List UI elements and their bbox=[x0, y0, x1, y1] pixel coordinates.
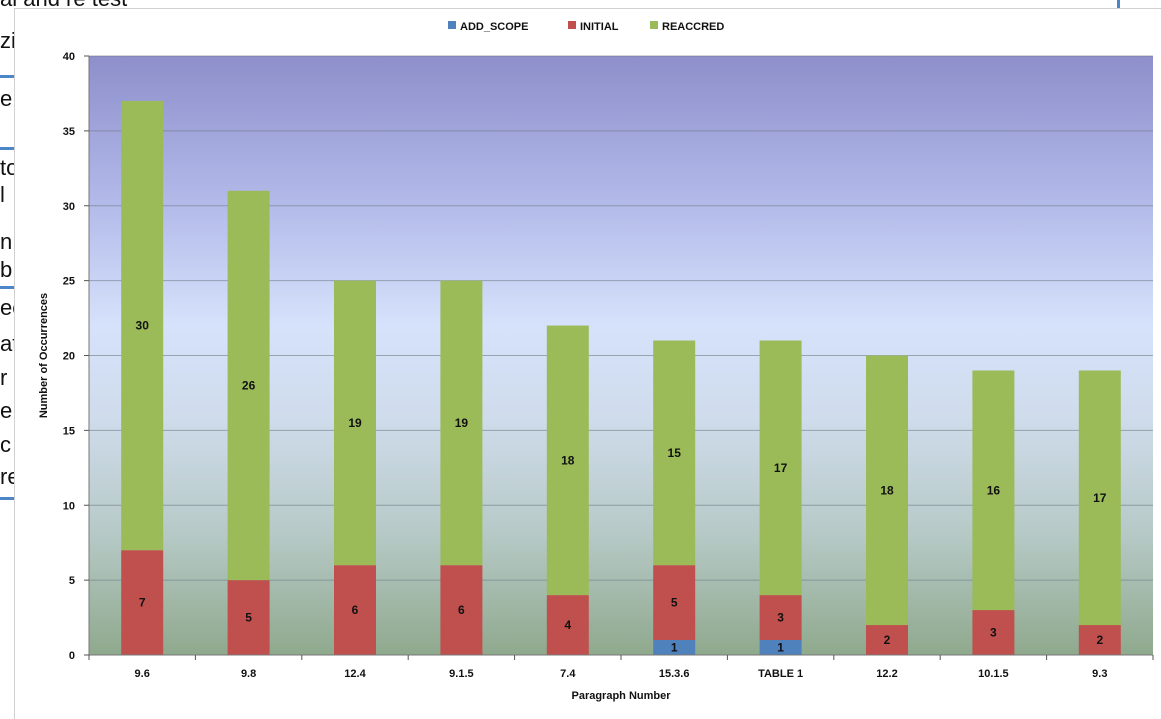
background-divider bbox=[0, 497, 14, 500]
background-text-line: r bbox=[0, 365, 8, 390]
data-label: 6 bbox=[352, 603, 359, 617]
data-label: 6 bbox=[458, 603, 465, 617]
bar-segment-reaccred bbox=[440, 280, 483, 566]
x-tick-label: 7.4 bbox=[560, 668, 576, 680]
bar-segment-reaccred bbox=[546, 325, 589, 596]
bar-segment-reaccred bbox=[121, 100, 164, 551]
bar-segment-initial bbox=[653, 565, 696, 641]
data-label: 18 bbox=[561, 453, 575, 467]
bar-segment-initial bbox=[334, 565, 376, 655]
data-label: 4 bbox=[564, 618, 571, 632]
background-text-line: zi bbox=[0, 28, 16, 53]
bar-segment-reaccred bbox=[1078, 370, 1121, 626]
x-tick-label: 15.3.6 bbox=[659, 668, 690, 680]
data-label: 1 bbox=[777, 641, 784, 655]
bar-segment-reaccred bbox=[334, 280, 376, 566]
x-tick-label: 9.6 bbox=[135, 668, 150, 680]
data-label: 26 bbox=[242, 378, 256, 392]
data-label: 15 bbox=[668, 446, 682, 460]
x-tick-label: 12.4 bbox=[344, 668, 366, 680]
data-label: 17 bbox=[1093, 491, 1107, 505]
bar-segment-initial bbox=[546, 595, 589, 655]
background-text-line: to bbox=[0, 155, 19, 180]
chart-legend: ADD_SCOPE INITIAL REACCRED bbox=[448, 21, 724, 33]
bar-segment-initial bbox=[227, 580, 270, 655]
bar-segment-reaccred bbox=[227, 190, 270, 581]
bar-segment-reaccred bbox=[653, 340, 696, 566]
bar-segment-initial bbox=[972, 610, 1015, 655]
x-tick-label: 12.2 bbox=[876, 668, 897, 680]
background-text-line: b bbox=[0, 257, 13, 282]
x-tick-label: 9.3 bbox=[1092, 668, 1107, 680]
legend-label: INITIAL bbox=[580, 21, 619, 33]
bar-segment-initial bbox=[1078, 625, 1121, 655]
background-text-line: al and re test bbox=[0, 0, 127, 10]
data-label: 5 bbox=[671, 596, 678, 610]
data-label: 30 bbox=[136, 319, 150, 333]
x-tick-label: 9.1.5 bbox=[449, 668, 473, 680]
data-label: 19 bbox=[348, 416, 362, 430]
data-label: 3 bbox=[777, 611, 784, 625]
y-tick-label: 15 bbox=[63, 425, 75, 437]
y-tick-label: 40 bbox=[63, 51, 75, 63]
bar-segment-initial bbox=[121, 550, 164, 655]
background-text-line: l bbox=[0, 182, 5, 207]
data-label: 3 bbox=[990, 626, 997, 640]
y-tick-label: 5 bbox=[69, 575, 75, 587]
background-text-line: at bbox=[0, 331, 19, 356]
background-text-line: e bbox=[0, 398, 13, 423]
data-label: 16 bbox=[987, 483, 1001, 497]
background-text-line: n bbox=[0, 229, 13, 254]
bar-segment-add-scope bbox=[759, 640, 802, 655]
bar-segment-reaccred bbox=[759, 340, 802, 596]
legend-swatch bbox=[650, 21, 658, 29]
y-tick-label: 0 bbox=[69, 650, 75, 662]
background-divider bbox=[1117, 0, 1120, 8]
background-divider bbox=[0, 147, 14, 150]
bar-segment-initial bbox=[440, 565, 483, 655]
y-tick-label: 20 bbox=[63, 351, 75, 363]
y-tick-label: 10 bbox=[63, 500, 75, 512]
data-label: 2 bbox=[1096, 633, 1103, 647]
y-tick-label: 25 bbox=[63, 276, 75, 288]
y-axis-title: Number of Occurrences bbox=[38, 293, 50, 418]
background-text-line: e bbox=[0, 86, 13, 111]
data-label: 18 bbox=[880, 483, 894, 497]
bar-segment-add-scope bbox=[653, 640, 696, 655]
legend-label: ADD_SCOPE bbox=[460, 21, 528, 33]
data-label: 19 bbox=[455, 416, 469, 430]
data-label: 7 bbox=[139, 596, 146, 610]
background-divider bbox=[0, 286, 14, 289]
x-tick-label: TABLE 1 bbox=[758, 668, 803, 680]
legend-swatch bbox=[568, 21, 576, 29]
bar-segment-reaccred bbox=[972, 370, 1015, 611]
x-tick-label: 10.1.5 bbox=[978, 668, 1009, 680]
background-text-line: c bbox=[0, 432, 11, 457]
bar-segment-initial bbox=[759, 595, 802, 641]
background-divider bbox=[0, 75, 14, 78]
data-label: 2 bbox=[884, 633, 891, 647]
y-axis: 0 5 10 15 20 25 30 35 40 bbox=[63, 51, 90, 662]
y-tick-label: 35 bbox=[63, 126, 75, 138]
y-tick-label: 30 bbox=[63, 201, 75, 213]
x-axis-title: Paragraph Number bbox=[571, 690, 671, 702]
data-label: 17 bbox=[774, 461, 788, 475]
data-label: 5 bbox=[245, 611, 252, 625]
legend-label: REACCRED bbox=[662, 21, 724, 33]
bar-segment-initial bbox=[866, 625, 908, 655]
x-axis: 9.6 9.8 12.4 9.1.5 7.4 15.3.6 TABLE 1 12.2 10.1.… bbox=[88, 654, 1154, 680]
legend-swatch bbox=[448, 21, 456, 29]
x-tick-label: 9.8 bbox=[241, 668, 256, 680]
bar-segment-reaccred bbox=[866, 355, 908, 626]
data-label: 1 bbox=[671, 641, 678, 655]
